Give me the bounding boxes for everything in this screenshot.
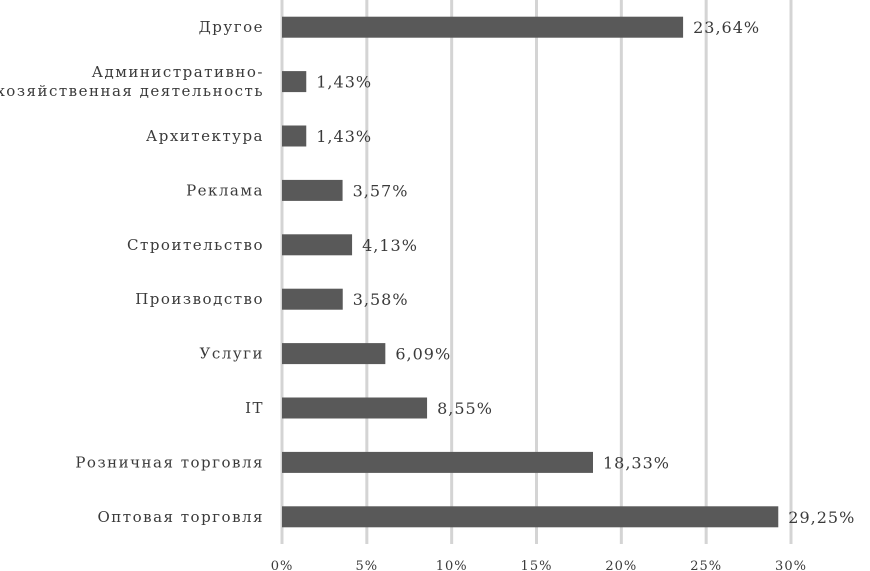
- bars: [282, 16, 779, 528]
- category-labels: Другое Административно-хозяйственная деят…: [0, 18, 265, 526]
- bar: [282, 506, 779, 528]
- bar: [282, 234, 353, 256]
- bar: [282, 343, 386, 365]
- value-label: 18,33%: [603, 453, 670, 472]
- category-label: Услуги: [200, 345, 264, 363]
- value-label: 1,43%: [316, 73, 372, 92]
- bar: [282, 125, 307, 147]
- x-tick-label: 20%: [605, 559, 637, 571]
- x-tick-label: 5%: [356, 559, 379, 571]
- bar: [282, 16, 684, 38]
- value-label: 3,57%: [353, 181, 409, 200]
- category-label: IT: [245, 399, 264, 417]
- bar: [282, 451, 593, 473]
- bar: [282, 397, 428, 419]
- category-label: Производство: [135, 290, 264, 308]
- value-labels: 23,64% 1,43% 1,43% 3,57% 4,13% 3,58% 6,09% 8,55…: [316, 18, 855, 527]
- category-label: Административно-хозяйственная деятельнос…: [0, 63, 264, 100]
- value-label: 6,09%: [395, 345, 451, 364]
- bar: [282, 288, 343, 310]
- value-label: 3,58%: [353, 290, 409, 309]
- value-label: 1,43%: [316, 127, 372, 146]
- x-tick-label: 25%: [690, 559, 722, 571]
- category-label: Архитектура: [146, 127, 264, 145]
- category-label: Реклама: [186, 181, 264, 199]
- x-tick-label: 10%: [436, 559, 468, 571]
- category-label: Оптовая торговля: [98, 508, 265, 526]
- category-label: Строительство: [127, 236, 264, 254]
- value-label: 4,13%: [362, 236, 418, 255]
- x-axis-tick-labels: 0% 5% 10% 15% 20% 25% 30%: [271, 559, 807, 571]
- category-label: Другое: [199, 18, 264, 36]
- value-label: 23,64%: [693, 18, 760, 37]
- x-tick-label: 30%: [775, 559, 807, 571]
- value-label: 8,55%: [437, 399, 493, 418]
- value-label: 29,25%: [788, 508, 855, 527]
- x-tick-label: 15%: [521, 559, 553, 571]
- x-tick-label: 0%: [271, 559, 294, 571]
- bar: [282, 71, 307, 93]
- bar: [282, 179, 343, 201]
- grid-lines: [280, 0, 793, 544]
- category-label: Розничная торговля: [75, 453, 264, 471]
